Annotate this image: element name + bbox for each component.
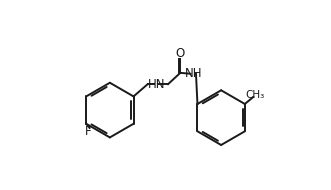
Text: CH₃: CH₃ bbox=[246, 89, 265, 100]
Text: NH: NH bbox=[184, 67, 202, 80]
Text: HN: HN bbox=[148, 78, 166, 91]
Text: F: F bbox=[85, 125, 92, 138]
Text: O: O bbox=[176, 47, 185, 60]
